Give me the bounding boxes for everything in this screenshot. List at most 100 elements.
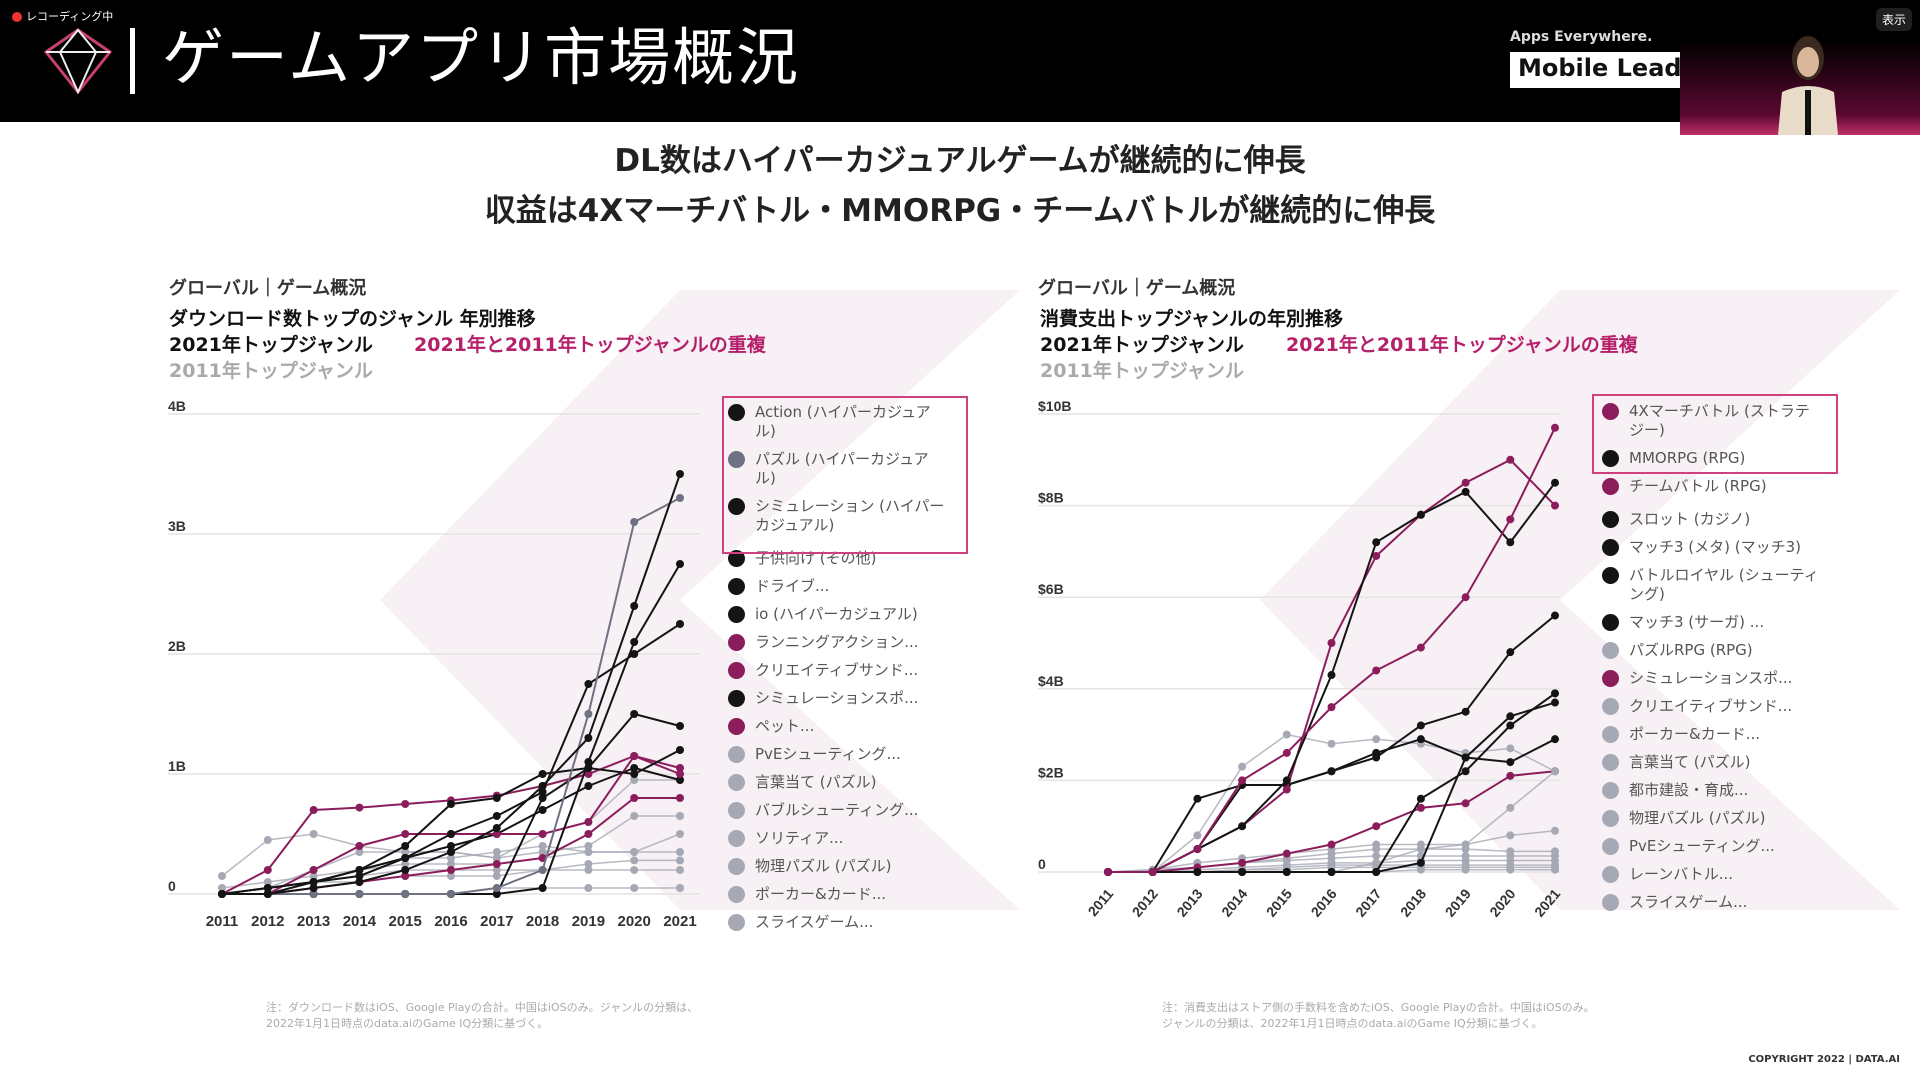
legend-label: io (ハイパーカジュアル) <box>755 605 918 623</box>
legend-item: チームバトル (RPG) <box>1602 477 1822 496</box>
x-tick-label: 2019 <box>572 913 605 930</box>
data-point <box>1327 739 1336 748</box>
legend-item: 言葉当て (パズル) <box>728 773 948 792</box>
right-label-2011: 2011年トップジャンル <box>1040 360 1244 382</box>
legend-item: マッチ3 (サーガ) ... <box>1602 613 1822 632</box>
legend-dot-icon <box>728 718 745 735</box>
data-point <box>676 470 684 478</box>
legend-dot-icon <box>1602 450 1619 467</box>
legend-item: Action (ハイパーカジュアル) <box>728 403 948 441</box>
data-point <box>676 770 684 778</box>
legend-dot-icon <box>1602 478 1619 495</box>
x-tick-label: 2011 <box>1085 885 1117 919</box>
data-point <box>355 878 364 886</box>
data-point <box>447 860 455 868</box>
data-point <box>538 794 547 802</box>
data-point <box>1461 767 1470 776</box>
data-point <box>309 884 318 892</box>
legend-item: シミュレーションスポ... <box>728 689 948 708</box>
data-point <box>630 638 639 646</box>
show-button[interactable]: 表示 <box>1875 8 1912 31</box>
data-point <box>1416 643 1425 652</box>
x-tick-label: 2017 <box>1352 885 1384 919</box>
data-point <box>1551 501 1559 510</box>
legend-dot-icon <box>728 774 745 791</box>
legend-item: マッチ3 (メタ) (マッチ3) <box>1602 538 1822 557</box>
data-point <box>538 782 547 790</box>
legend-dot-icon <box>1602 782 1619 799</box>
legend-label: ポーカー&カード... <box>1629 725 1761 743</box>
data-point <box>538 848 547 856</box>
data-point <box>584 860 593 868</box>
legend-label: MMORPG (RPG) <box>1629 449 1746 467</box>
data-point <box>1372 666 1381 675</box>
legend-label: 言葉当て (パズル) <box>1629 753 1751 771</box>
x-tick-label: 2011 <box>206 913 239 930</box>
right-label-overlap: 2021年と2011年トップジャンルの重複 <box>1286 334 1638 356</box>
legend-item: ポーカー&カード... <box>728 885 948 904</box>
legend-dot-icon <box>728 498 745 515</box>
data-point <box>309 878 318 886</box>
data-point <box>1506 455 1515 464</box>
data-point <box>1506 538 1515 547</box>
legend-dot-icon <box>1602 810 1619 827</box>
data-point <box>218 872 226 880</box>
data-point <box>584 884 593 892</box>
webcam-overlay: 表示 <box>1680 0 1920 135</box>
data-point <box>1551 423 1559 432</box>
data-point <box>630 776 639 784</box>
legend-dot-icon <box>728 830 745 847</box>
data-point <box>1327 868 1336 876</box>
x-tick-label: 2018 <box>1397 885 1429 919</box>
legend-item: スライスゲーム... <box>1602 893 1822 912</box>
presenter-video <box>1778 36 1838 135</box>
legend-item: ソリティア... <box>728 829 948 848</box>
legend-label: 言葉当て (パズル) <box>755 773 877 791</box>
data-point <box>218 890 226 898</box>
data-point <box>492 890 501 898</box>
data-point <box>630 866 639 874</box>
legend-dot-icon <box>1602 642 1619 659</box>
data-point <box>1506 712 1515 721</box>
data-point <box>1148 868 1157 876</box>
data-point <box>1282 748 1291 757</box>
series-0 <box>218 470 684 898</box>
data-point <box>263 884 272 892</box>
data-point <box>263 878 272 886</box>
data-point <box>584 680 593 688</box>
data-point <box>263 866 272 874</box>
data-point <box>676 722 684 730</box>
data-point <box>309 872 318 880</box>
data-point <box>630 848 639 856</box>
data-point <box>1506 744 1515 753</box>
legend-label: シミュレーションスポ... <box>1629 669 1793 687</box>
legend-label: スライスゲーム... <box>1629 893 1748 911</box>
legend-item: MMORPG (RPG) <box>1602 449 1822 468</box>
slide-header: レコーディング中 ゲームアプリ市場概況 Apps Everywhere. Mob… <box>0 0 1920 135</box>
data-point <box>1193 794 1202 803</box>
data-point <box>1551 611 1559 620</box>
right-footnote: 注：消費支出はストア側の手数料を含めたiOS、Google Playの合計。中国… <box>1162 1000 1595 1032</box>
left-chart-title: ダウンロード数トップのジャンル 年別推移 <box>169 308 536 330</box>
data-point <box>1506 758 1515 767</box>
x-tick-label: 2018 <box>526 913 559 930</box>
legend-label: スライスゲーム... <box>755 913 874 931</box>
data-point <box>1461 707 1470 716</box>
legend-label: 物理パズル (パズル) <box>755 857 892 875</box>
data-point <box>492 830 501 838</box>
legend-label: クリエイティブサンド... <box>755 661 919 679</box>
left-footnote: 注：ダウンロード数はiOS、Google Playの合計。中国はiOSのみ。ジャ… <box>266 1000 698 1032</box>
data-point <box>492 824 501 832</box>
legend-dot-icon <box>1602 838 1619 855</box>
title-divider <box>130 28 135 94</box>
data-point <box>492 854 501 862</box>
legend-item: パズルRPG (RPG) <box>1602 641 1822 660</box>
y-tick-label: 1B <box>168 758 186 774</box>
data-point <box>1416 858 1425 867</box>
series-1 <box>1104 689 1559 876</box>
diamond-logo-icon <box>43 28 113 95</box>
data-point <box>355 803 364 812</box>
data-point <box>630 794 639 802</box>
legend-dot-icon <box>728 550 745 567</box>
data-point <box>584 818 593 826</box>
